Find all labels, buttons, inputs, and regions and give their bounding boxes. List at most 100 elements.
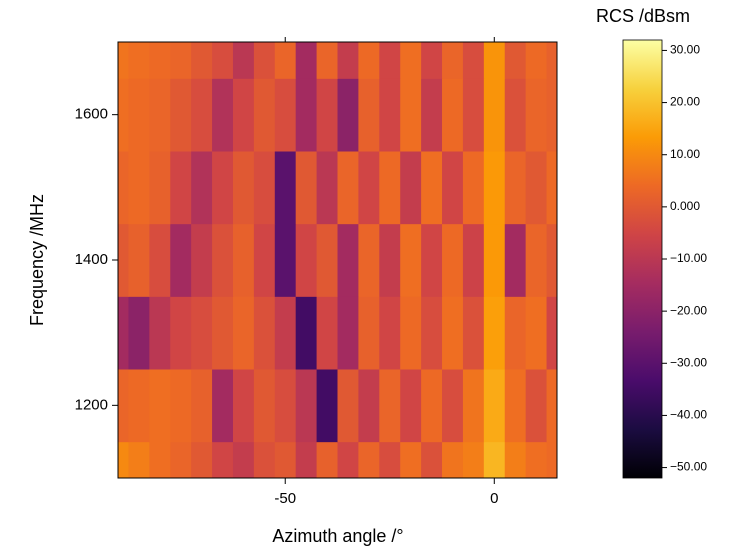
heatmap-cell: [421, 223, 443, 297]
heatmap-cell: [525, 223, 548, 297]
heatmap-cell: [525, 42, 548, 79]
heatmap-cell: [253, 78, 276, 152]
heatmap-cell: [128, 296, 150, 370]
heatmap-cell: [358, 296, 380, 370]
heatmap-cell: [504, 78, 527, 152]
heatmap-cell: [546, 151, 557, 225]
heatmap-cell: [379, 223, 401, 297]
heatmap-cell: [316, 223, 338, 297]
heatmap-cell: [442, 42, 464, 79]
heatmap-cell: [253, 223, 276, 297]
heatmap-cell: [274, 441, 297, 478]
heatmap-cell: [118, 223, 129, 297]
heatmap-cell: [546, 78, 557, 152]
heatmap-cell: [379, 441, 401, 478]
heatmap-cell: [118, 441, 129, 478]
heatmap-cell: [295, 223, 318, 297]
heatmap-cell: [400, 151, 422, 225]
heatmap-cell: [212, 441, 234, 478]
heatmap-cell: [462, 441, 485, 478]
colorbar-tick-label: 10.00: [670, 147, 700, 161]
heatmap-cell: [442, 296, 464, 370]
heatmap-cell: [232, 78, 255, 152]
heatmap-cell: [337, 441, 359, 478]
heatmap-cell: [504, 151, 527, 225]
heatmap-cell: [295, 42, 318, 79]
heatmap-cell: [274, 42, 297, 79]
heatmap-cell: [253, 441, 276, 478]
heatmap-cell: [525, 441, 548, 478]
heatmap-cell: [421, 369, 443, 443]
colorbar-tick-label: −50.00: [670, 460, 707, 474]
heatmap-cell: [379, 78, 401, 152]
heatmap-cell: [462, 223, 485, 297]
heatmap-cell: [421, 296, 443, 370]
heatmap-cell: [232, 223, 255, 297]
heatmap-cell: [462, 42, 485, 79]
heatmap-cell: [337, 78, 359, 152]
heatmap-cell: [232, 42, 255, 79]
heatmap-cell: [149, 441, 171, 478]
heatmap-cell: [128, 223, 150, 297]
heatmap-cell: [442, 223, 464, 297]
heatmap-cell: [316, 296, 338, 370]
heatmap-cell: [379, 42, 401, 79]
heatmap-cell: [170, 441, 192, 478]
heatmap-cell: [337, 369, 359, 443]
heatmap-cell: [274, 296, 297, 370]
heatmap-cell: [421, 441, 443, 478]
heatmap-cell: [483, 223, 506, 297]
heatmap-cell: [118, 42, 129, 79]
heatmap-cell: [232, 369, 255, 443]
heatmap-cell: [274, 151, 297, 225]
heatmap-cell: [295, 296, 318, 370]
heatmap-cell: [191, 223, 213, 297]
heatmap-cell: [191, 151, 213, 225]
heatmap-cell: [295, 441, 318, 478]
heatmap-cell: [295, 78, 318, 152]
heatmap-cell: [232, 151, 255, 225]
heatmap-cell: [462, 296, 485, 370]
heatmap-cell: [358, 151, 380, 225]
heatmap-cell: [525, 151, 548, 225]
heatmap-cell: [358, 369, 380, 443]
heatmap-cell: [274, 223, 297, 297]
heatmap-cell: [170, 369, 192, 443]
heatmap-cell: [212, 369, 234, 443]
heatmap-cell: [421, 78, 443, 152]
heatmap-cell: [379, 369, 401, 443]
heatmap-cell: [421, 42, 443, 79]
heatmap-cell: [546, 369, 557, 443]
heatmap-cell: [400, 296, 422, 370]
heatmap-cell: [358, 42, 380, 79]
heatmap-cell: [295, 369, 318, 443]
heatmap-cell: [546, 42, 557, 79]
heatmap-cell: [337, 296, 359, 370]
heatmap-cell: [504, 369, 527, 443]
colorbar-tick-label: −30.00: [670, 355, 707, 369]
heatmap-cell: [170, 42, 192, 79]
heatmap-cell: [337, 223, 359, 297]
heatmap-cell: [149, 369, 171, 443]
heatmap-cell: [483, 78, 506, 152]
heatmap-cell: [118, 296, 129, 370]
heatmap-cell: [525, 78, 548, 152]
heatmap-cell: [170, 151, 192, 225]
heatmap-cell: [170, 78, 192, 152]
heatmap-cell: [442, 151, 464, 225]
heatmap-cell: [400, 369, 422, 443]
colorbar-tick-label: −10.00: [670, 251, 707, 265]
heatmap-cell: [128, 441, 150, 478]
heatmap-cell: [212, 151, 234, 225]
heatmap-cell: [400, 42, 422, 79]
heatmap-cell: [316, 369, 338, 443]
heatmap-cell: [149, 296, 171, 370]
colorbar-tick-label: 0.000: [670, 199, 700, 213]
heatmap-cell: [483, 369, 506, 443]
heatmap-cell: [504, 42, 527, 79]
heatmap-cell: [337, 151, 359, 225]
y-tick-label: 1400: [75, 251, 108, 268]
heatmap-cell: [462, 151, 485, 225]
colorbar: [622, 39, 663, 479]
